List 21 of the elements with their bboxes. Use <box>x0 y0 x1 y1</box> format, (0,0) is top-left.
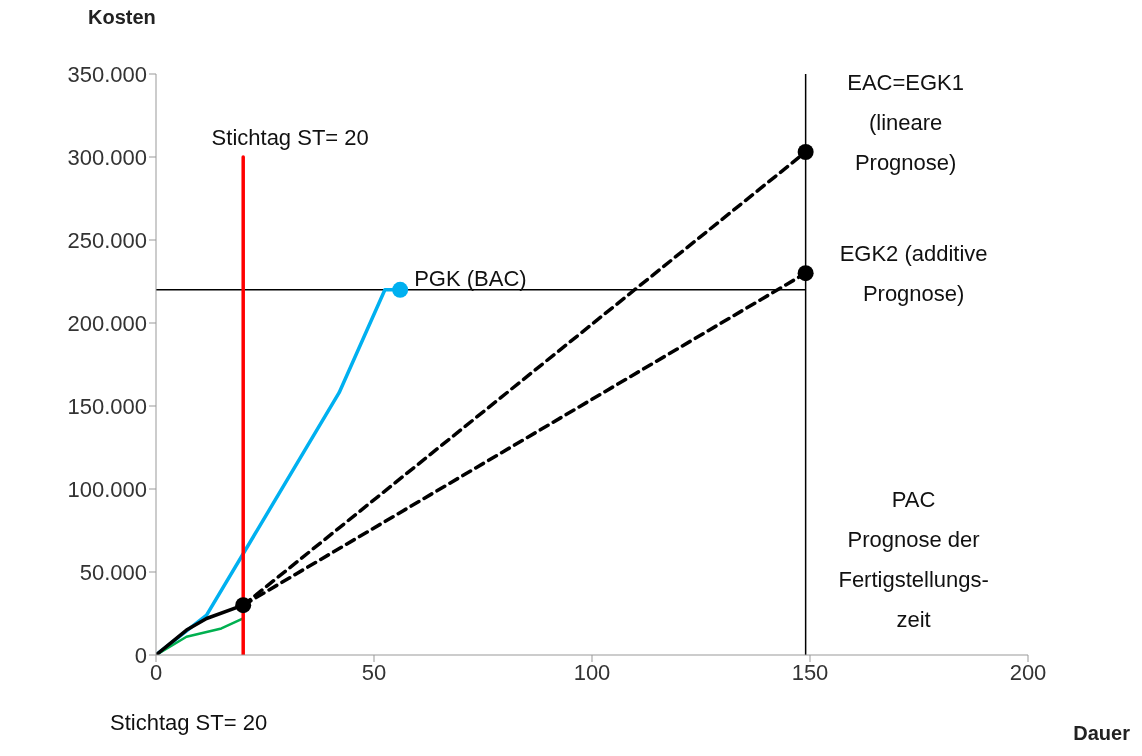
y-axis-title: Kosten <box>88 6 156 29</box>
y-tick-label: 100.000 <box>67 476 147 502</box>
text: Stichtag ST= 20 <box>110 710 268 736</box>
x-tick-label: 200 <box>1009 659 1047 685</box>
x-axis-title: Dauer <box>1073 722 1130 745</box>
y-tick-label: 250.000 <box>67 227 147 253</box>
y-tick-label: 300.000 <box>67 144 147 170</box>
x-tick-label: 0 <box>149 659 163 685</box>
x-tick-label: 50 <box>361 659 387 685</box>
annotation: EGK2 (additive Prognose) <box>839 241 988 307</box>
annotation: EAC=EGK1 (lineare Prognose) <box>847 70 965 176</box>
y-tick-label: 50.000 <box>79 559 147 585</box>
annotation: Stichtag ST= 20 <box>211 125 369 150</box>
x-tick-label: 100 <box>573 659 611 685</box>
x-tick-label: 150 <box>791 659 829 685</box>
y-tick-label: 350.000 <box>67 61 147 87</box>
annotation: PGK (BAC) <box>414 265 527 291</box>
ref-line-label: PAC Prognose der Fertigstellungs- zeit <box>838 487 989 632</box>
y-tick-label: 200.000 <box>67 310 147 336</box>
y-tick-label: 0 <box>134 642 147 668</box>
y-tick-label: 150.000 <box>67 393 147 419</box>
